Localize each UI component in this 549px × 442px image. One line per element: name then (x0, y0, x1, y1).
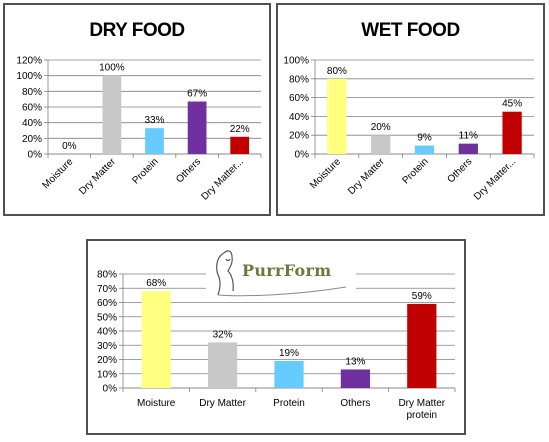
bar (340, 369, 371, 388)
y-tick-label: 60% (289, 93, 309, 104)
y-tick-label: 70% (97, 284, 117, 295)
x-tick-label: Others (445, 156, 474, 185)
wet-food-chart-panel: WET FOOD 0% 20% 40% 60% 80% 100% 80% Moisture 20… (276, 3, 545, 216)
bar (502, 111, 522, 154)
data-label: 100% (99, 63, 125, 74)
y-tick-label: 20% (22, 134, 42, 145)
y-tick-label: 20% (289, 131, 309, 142)
x-tick-label: Dry Matter (199, 398, 246, 409)
purrform-chart-panel: 0% 10% 20% 30% 40% 50% 60% 70% 80% 68% Moisture 32%… (86, 239, 466, 435)
x-tick-label: Protein (400, 156, 430, 186)
y-tick-label: 10% (97, 369, 117, 380)
y-tick-label: 120% (16, 56, 42, 67)
bar (102, 75, 122, 154)
x-tick-label: Dry Matter protein (398, 398, 445, 421)
data-label: 80% (327, 66, 347, 77)
bar (187, 101, 207, 154)
x-tick-label: Moisture (41, 156, 76, 191)
x-tick-label: Dry Matter... (200, 156, 246, 202)
y-tick-label: 60% (97, 298, 117, 309)
y-tick-label: 100% (283, 56, 309, 67)
bar (274, 360, 304, 388)
bar (414, 145, 435, 154)
dry-food-chart: 0%20%40%60%80%100%120%0%Moisture100%Dry … (16, 56, 262, 203)
dry-food-chart-panel: DRY FOOD 0% 20% 40% 60% 80% 100% 120% 0% Moistur… (3, 3, 271, 216)
data-label: 67% (187, 89, 207, 100)
y-tick-label: 100% (16, 71, 42, 82)
y-tick-label: 40% (97, 327, 117, 338)
y-tick-label: 60% (22, 103, 42, 114)
y-tick-label: 40% (289, 112, 309, 123)
bar (407, 303, 437, 388)
bar (230, 136, 250, 154)
cat-silhouette-icon (216, 250, 347, 297)
data-label: 20% (371, 122, 391, 133)
x-tick-label: Others (174, 156, 203, 185)
data-label: 9% (417, 133, 432, 144)
data-label: 11% (459, 131, 478, 142)
data-label: 45% (502, 99, 522, 110)
y-tick-label: 20% (97, 355, 117, 366)
wet-food-chart: 0% 20% 40% 60% 80% 100% 80% Moisture 20% Dry Matt… (283, 56, 535, 203)
data-label: 19% (279, 348, 299, 359)
data-label: 0% (62, 141, 77, 152)
x-tick-label: Dry Matter... (472, 156, 518, 202)
y-tick-label: 50% (97, 312, 117, 323)
data-label: 33% (144, 115, 164, 126)
purrform-logo: PurrForm (206, 245, 356, 299)
bar (141, 291, 171, 388)
y-tick-label: 40% (22, 118, 42, 129)
data-label: 22% (230, 124, 250, 135)
x-tick-label: Dry Matter (346, 156, 387, 197)
y-tick-label: 0% (28, 150, 43, 161)
bar (458, 143, 478, 154)
y-tick-label: 80% (289, 74, 309, 85)
bar (145, 128, 164, 154)
y-tick-label: 0% (295, 150, 310, 161)
bar (327, 78, 347, 154)
x-tick-label: Protein (130, 156, 160, 186)
x-tick-label: Others (340, 398, 370, 409)
data-label: 59% (412, 291, 432, 302)
data-label: 13% (345, 356, 365, 367)
chart-title: DRY FOOD (89, 20, 185, 41)
y-tick-label: 80% (97, 270, 117, 281)
bar (371, 135, 391, 154)
x-tick-label: Protein (273, 398, 305, 409)
purrform-chart: 0% 10% 20% 30% 40% 50% 60% 70% 80% 68% Moisture 32%… (97, 270, 456, 421)
x-tick-label: Moisture (137, 398, 176, 409)
logo-text: PurrForm (242, 261, 332, 280)
y-tick-label: 0% (103, 384, 118, 395)
bar (207, 342, 238, 388)
data-label: 32% (213, 329, 233, 340)
data-label: 68% (146, 278, 166, 289)
x-tick-label: Dry Matter (77, 156, 118, 197)
chart-title: WET FOOD (361, 20, 460, 41)
x-tick-label: Moisture (308, 156, 343, 191)
y-tick-label: 80% (22, 87, 42, 98)
y-tick-label: 30% (97, 341, 117, 352)
